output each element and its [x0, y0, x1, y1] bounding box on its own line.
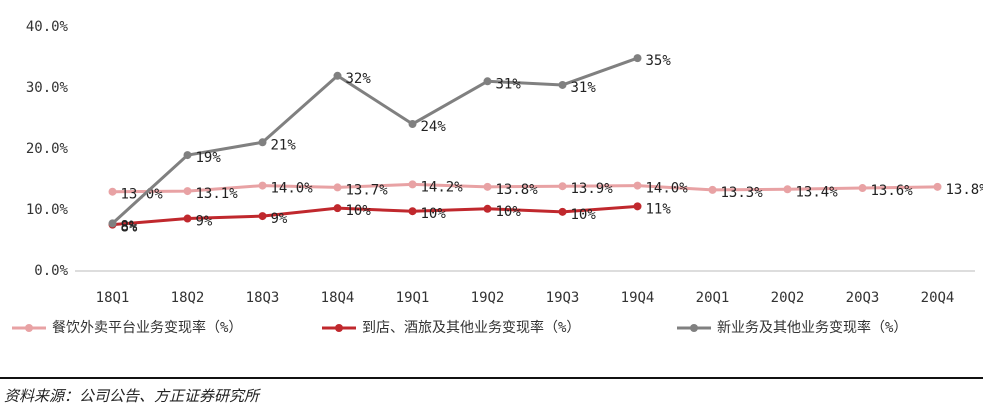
point	[258, 138, 267, 147]
point	[183, 214, 192, 223]
data-label: 13.6%	[871, 183, 914, 199]
point	[408, 180, 417, 189]
data-label: 13.8%	[946, 182, 983, 198]
point	[558, 207, 567, 216]
legend-marker	[690, 324, 698, 332]
data-label: 13.9%	[571, 181, 614, 197]
x-tick-label: 20Q1	[696, 290, 730, 306]
y-tick-label: 30.0%	[26, 80, 69, 96]
legend-label: 新业务及其他业务变现率（%）	[717, 319, 907, 336]
data-label: 14.2%	[421, 179, 464, 195]
source-note: 资料来源：公司公告、方正证券研究所	[4, 387, 261, 405]
data-label: 13.7%	[346, 182, 389, 198]
point	[558, 80, 567, 89]
data-label: 35%	[646, 53, 672, 69]
series-line	[111, 56, 639, 225]
series-line	[112, 182, 938, 194]
legend-marker	[25, 324, 33, 332]
x-tick-label: 19Q2	[471, 290, 505, 306]
x-tick-label: 19Q1	[396, 290, 430, 306]
data-label: 31%	[571, 80, 597, 96]
series-line	[112, 204, 638, 227]
point	[333, 183, 342, 192]
point	[708, 185, 717, 194]
x-tick-label: 18Q2	[171, 290, 205, 306]
data-label: 21%	[271, 137, 297, 153]
point	[258, 212, 267, 221]
x-tick-label: 20Q4	[921, 290, 955, 306]
point	[483, 204, 492, 213]
data-label: 9%	[196, 214, 213, 230]
y-tick-label: 10.0%	[26, 202, 69, 218]
point	[108, 219, 117, 228]
data-label: 24%	[421, 119, 447, 135]
x-tick-label: 18Q3	[246, 290, 280, 306]
y-tick-label: 20.0%	[26, 141, 69, 157]
data-label: 10%	[421, 206, 447, 222]
y-tick-label: 40.0%	[26, 19, 69, 35]
point	[333, 71, 342, 80]
legend-label: 到店、酒旅及其他业务变现率（%）	[362, 319, 580, 336]
legend-marker	[335, 324, 343, 332]
data-label: 9%	[271, 211, 288, 227]
data-label: 10%	[496, 204, 522, 220]
point	[483, 77, 492, 86]
point	[633, 54, 642, 63]
data-label: 8%	[121, 220, 138, 236]
point	[258, 181, 267, 190]
x-tick-label: 18Q1	[96, 290, 130, 306]
point	[933, 182, 942, 191]
point	[783, 185, 792, 194]
data-label: 10%	[346, 203, 372, 219]
point	[633, 202, 642, 211]
x-tick-label: 19Q3	[546, 290, 580, 306]
point	[558, 182, 567, 191]
data-label: 13.1%	[196, 186, 239, 202]
x-tick-label: 20Q3	[846, 290, 880, 306]
x-tick-label: 19Q4	[621, 290, 655, 306]
x-tick-label: 20Q2	[771, 290, 805, 306]
point	[183, 151, 192, 160]
data-label: 19%	[196, 150, 222, 166]
data-label: 13.8%	[496, 182, 539, 198]
data-label: 13.4%	[796, 184, 839, 200]
data-label: 32%	[346, 71, 372, 87]
legend-label: 餐饮外卖平台业务变现率（%）	[52, 319, 242, 336]
data-label: 8%	[121, 218, 138, 234]
point	[183, 187, 192, 196]
point	[408, 119, 417, 128]
point	[333, 204, 342, 213]
y-tick-label: 0.0%	[34, 263, 68, 279]
data-label: 11%	[646, 201, 672, 217]
data-label: 14.0%	[271, 181, 314, 197]
data-label: 10%	[571, 207, 597, 223]
point	[408, 207, 417, 216]
point	[483, 182, 492, 191]
point	[108, 187, 117, 196]
data-label: 14.0%	[646, 181, 689, 197]
data-label: 31%	[496, 76, 522, 92]
x-tick-label: 18Q4	[321, 290, 355, 306]
data-label: 13.3%	[721, 185, 764, 201]
point	[633, 181, 642, 190]
point	[858, 184, 867, 193]
